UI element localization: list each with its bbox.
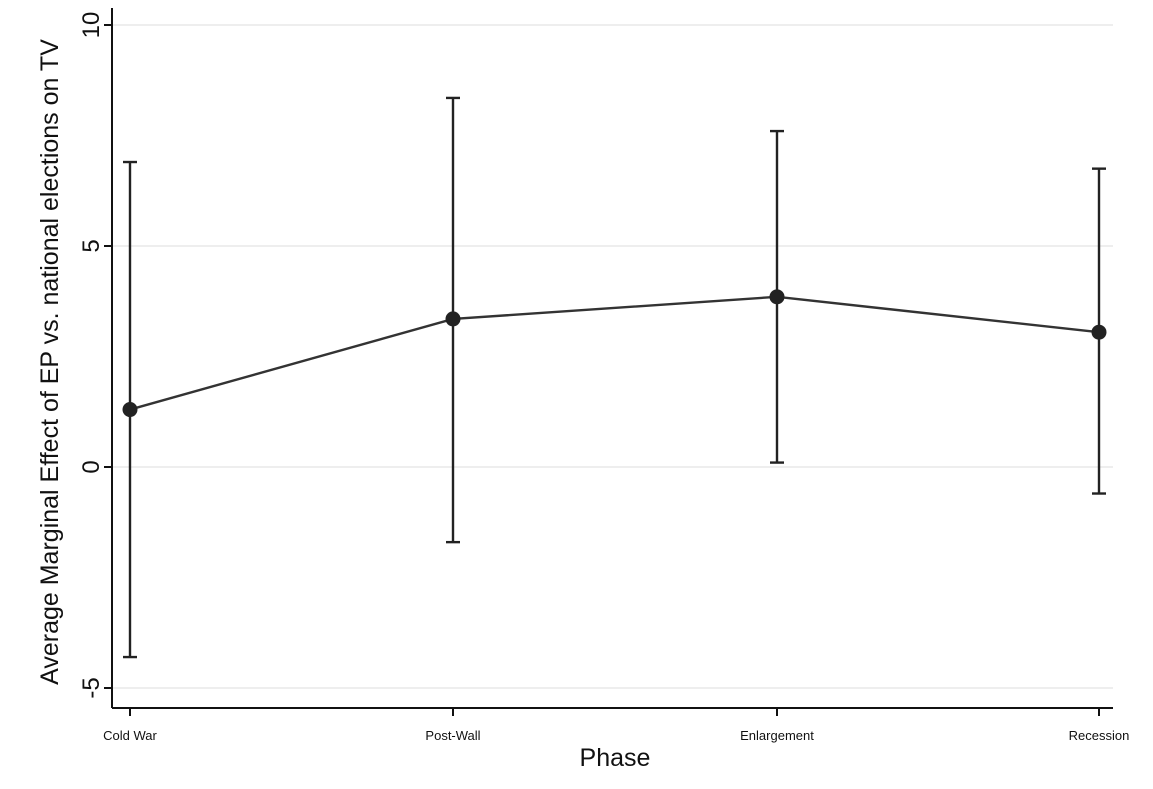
series-line bbox=[129, 295, 1100, 411]
data-point bbox=[1091, 324, 1107, 340]
y-tick-label: 0 bbox=[78, 460, 105, 473]
x-tick-label: Recession bbox=[1069, 728, 1130, 743]
grid-lines bbox=[112, 24, 1113, 689]
y-axis-title: Average Marginal Effect of EP vs. nation… bbox=[36, 39, 64, 685]
x-tick-label: Post-Wall bbox=[425, 728, 480, 743]
y-ticks: -5 0 5 10 bbox=[78, 12, 112, 699]
data-point bbox=[769, 289, 785, 305]
data-point bbox=[445, 311, 461, 327]
x-ticks: Cold War Post-Wall Enlargement Recession bbox=[103, 708, 1129, 743]
confidence-intervals bbox=[123, 96, 1106, 659]
y-tick-label: 10 bbox=[78, 12, 105, 39]
x-tick-label: Cold War bbox=[103, 728, 157, 743]
axes bbox=[111, 8, 1113, 709]
y-tick-label: 5 bbox=[78, 239, 105, 252]
x-tick-label: Enlargement bbox=[740, 728, 814, 743]
x-axis-title: Phase bbox=[580, 744, 651, 772]
series-lines bbox=[129, 295, 1100, 411]
data-point bbox=[122, 402, 138, 418]
data-points bbox=[122, 289, 1107, 418]
y-tick-label: -5 bbox=[78, 677, 105, 698]
